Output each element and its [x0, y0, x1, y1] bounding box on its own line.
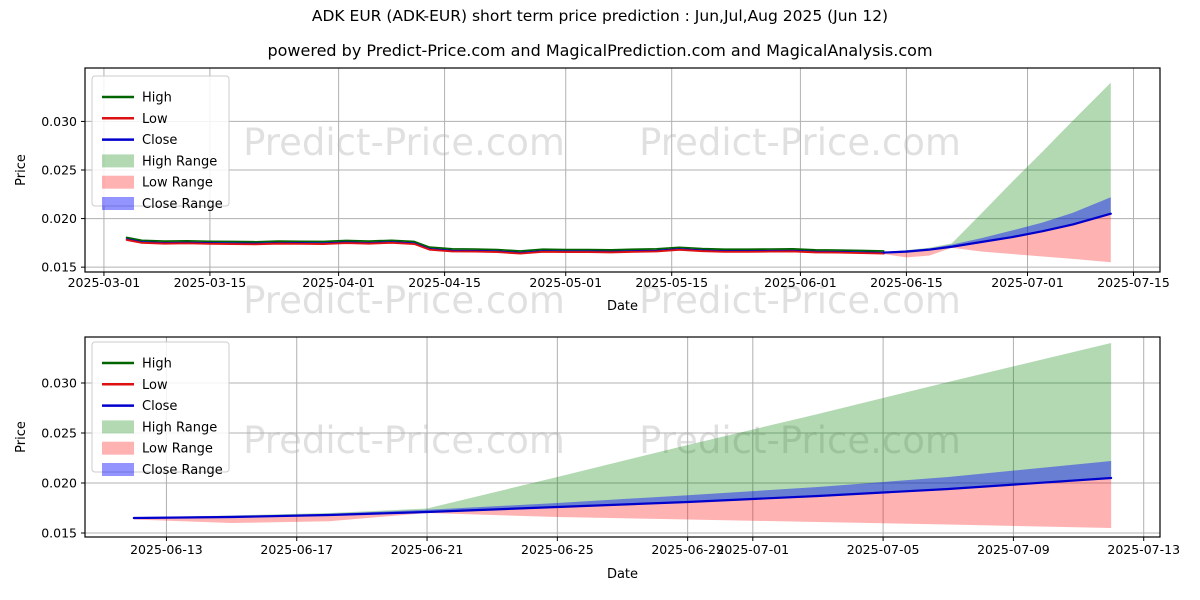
- close-line: [132, 476, 1113, 520]
- x-tick-label: 2025-06-21: [391, 542, 464, 557]
- low-range-area: [133, 478, 1112, 528]
- x-axis-label: Date: [607, 299, 638, 314]
- high-line: [125, 236, 885, 252]
- y-axis-label: Price: [14, 421, 29, 453]
- y-tick-label: 0.025: [41, 426, 77, 441]
- x-tick-label: 2025-06-25: [521, 542, 594, 557]
- legend-swatch-close_range: [102, 463, 134, 476]
- close-line: [125, 238, 885, 254]
- legend-swatch-high_range: [102, 154, 134, 168]
- y-tick-label: 0.025: [41, 163, 77, 178]
- legend-item-label: Low: [142, 112, 168, 127]
- x-tick-label: 2025-06-15: [870, 275, 943, 290]
- x-tick-label: 2025-07-01: [716, 542, 789, 557]
- legend-item-label: High Range: [142, 420, 217, 435]
- legend-item-label: Low Range: [142, 442, 213, 457]
- legend-item-label: Low: [142, 378, 168, 393]
- legend-item-label: Close Range: [142, 197, 223, 212]
- y-tick-label: 0.015: [41, 260, 77, 275]
- x-tick-label: 2025-05-15: [635, 275, 708, 290]
- x-tick-label: 2025-07-15: [1097, 275, 1170, 290]
- x-tick-label: 2025-06-29: [651, 542, 724, 557]
- x-tick-label: 2025-03-01: [68, 275, 141, 290]
- x-tick-label: 2025-05-01: [529, 275, 602, 290]
- y-tick-label: 0.020: [41, 476, 77, 491]
- legend-item-label: Close: [142, 133, 177, 148]
- y-tick-label: 0.020: [41, 211, 77, 226]
- legend-item-label: High: [142, 357, 172, 372]
- close-range-area: [133, 461, 1112, 518]
- close-range-area: [883, 197, 1111, 253]
- x-tick-label: 2025-07-01: [991, 275, 1064, 290]
- chart-title: ADK EUR (ADK-EUR) short term price predi…: [311, 7, 889, 25]
- high-range-area: [133, 343, 1112, 518]
- legend-item-label: High: [142, 91, 172, 106]
- low-range-area: [883, 213, 1111, 263]
- legend-swatch-low_range: [102, 175, 134, 189]
- y-tick-label: 0.030: [41, 376, 77, 391]
- legend-item-label: Close Range: [142, 463, 223, 478]
- y-tick-label: 0.015: [41, 526, 77, 541]
- legend-item-label: Low Range: [142, 176, 213, 191]
- plot-border: [84, 336, 1161, 538]
- x-tick-label: 2025-06-01: [764, 275, 837, 290]
- legend-box: [91, 75, 230, 207]
- legend-item-label: High Range: [142, 154, 217, 169]
- x-tick-label: 2025-07-05: [847, 542, 920, 557]
- x-tick-label: 2025-06-17: [260, 542, 333, 557]
- x-tick-label: 2025-03-15: [174, 275, 247, 290]
- x-tick-label: 2025-07-09: [977, 542, 1050, 557]
- legend-swatch-close_range: [102, 197, 134, 210]
- x-axis-label: Date: [607, 567, 638, 582]
- low-line: [125, 238, 885, 255]
- legend-box: [91, 341, 230, 473]
- high-range-area: [883, 82, 1111, 253]
- y-tick-label: 0.030: [41, 114, 77, 129]
- close-line: [882, 212, 1112, 254]
- x-tick-label: 2025-07-13: [1107, 542, 1180, 557]
- legend-swatch-low_range: [102, 441, 134, 455]
- price-chart-zoom: 2025-06-13 2025-06-17 2025-06-21 2025-06-25…: [14, 336, 1180, 582]
- x-tick-label: 2025-06-13: [130, 542, 203, 557]
- chart-subtitle: powered by Predict-Price.com and Magical…: [267, 41, 933, 60]
- price-chart-full: 2025-03-01 2025-03-15 2025-04-01 2025-04-15…: [14, 67, 1170, 314]
- x-tick-label: 2025-04-01: [302, 275, 375, 290]
- legend-swatch-high_range: [102, 420, 134, 434]
- y-axis-label: Price: [14, 154, 29, 186]
- legend-item-label: Close: [142, 399, 177, 414]
- x-tick-label: 2025-04-15: [408, 275, 481, 290]
